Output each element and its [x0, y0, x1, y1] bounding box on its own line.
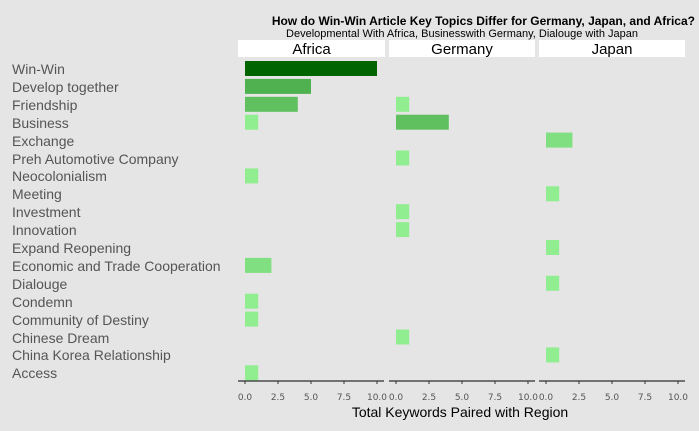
category-label-condemn: Condemn	[12, 293, 73, 310]
bar-africa-economic-and-trade-cooperation	[245, 257, 272, 273]
x-tick-label-africa-5-0: 5.0	[304, 393, 319, 403]
bar-africa-access	[245, 365, 259, 381]
category-label-dialouge: Dialouge	[12, 275, 68, 292]
x-tick-label-germany-0-0: 0.0	[389, 393, 404, 403]
facet-strip-germany: Germany	[389, 40, 535, 58]
x-tick-label-japan-10-0: 10.0	[668, 393, 688, 403]
chart-title: How do Win-Win Article Key Topics Differ…	[271, 14, 695, 28]
bar-germany-business	[396, 114, 449, 130]
bar-africa-win-win	[245, 61, 377, 76]
facet-strip-africa: Africa	[238, 40, 385, 58]
x-tick-label-germany-7-5: 7.5	[488, 393, 502, 403]
facet-strip-japan: Japan	[539, 40, 685, 58]
x-tick-label-japan-0-0: 0.0	[539, 393, 554, 403]
category-label-community-of-destiny: Community of Destiny	[12, 311, 149, 328]
category-label-exchange: Exchange	[12, 132, 75, 149]
category-label-win-win: Win-Win	[12, 61, 65, 77]
bar-africa-business	[245, 114, 259, 130]
bar-japan-china-korea-relationship	[546, 347, 560, 363]
category-label-economic-and-trade-cooperation: Economic and Trade Cooperation	[12, 257, 221, 274]
bar-japan-exchange	[546, 132, 573, 148]
category-label-business: Business	[12, 114, 69, 131]
x-tick-label-germany-10-0: 10.0	[518, 393, 538, 403]
x-tick-label-japan-7-5: 7.5	[638, 393, 652, 403]
x-axis-label: Total Keywords Paired with Region	[351, 404, 569, 420]
bar-germany-innovation	[396, 222, 410, 238]
category-label-investment: Investment	[12, 204, 81, 221]
bar-germany-investment	[396, 204, 410, 220]
bar-japan-meeting	[546, 186, 560, 202]
category-label-develop-together: Develop together	[12, 78, 119, 95]
x-tick-label-germany-5-0: 5.0	[455, 393, 470, 403]
x-tick-label-africa-10-0: 10.0	[367, 393, 387, 403]
chart-subtitle: Developmental With Africa, Businesswith …	[286, 28, 638, 40]
x-tick-label-africa-2-5: 2.5	[271, 393, 285, 403]
category-label-china-korea-relationship: China Korea Relationship	[12, 347, 171, 364]
bar-africa-neocolonialism	[245, 168, 259, 184]
category-label-innovation: Innovation	[12, 222, 77, 239]
x-tick-label-africa-7-5: 7.5	[337, 393, 351, 403]
x-tick-label-germany-2-5: 2.5	[422, 393, 436, 403]
bar-germany-friendship	[396, 96, 410, 112]
bar-africa-community-of-destiny	[245, 311, 259, 327]
bar-germany-preh-automotive-company	[396, 150, 410, 166]
category-label-chinese-dream: Chinese Dream	[12, 329, 110, 346]
bar-japan-dialouge	[546, 275, 560, 291]
category-label-friendship: Friendship	[12, 96, 78, 113]
bar-japan-expand-reopening	[546, 240, 560, 255]
x-tick-label-africa-0-0: 0.0	[238, 393, 253, 403]
category-label-expand-reopening: Expand Reopening	[12, 240, 132, 256]
bar-africa-friendship	[245, 96, 298, 112]
bar-africa-develop-together	[245, 78, 311, 94]
bar-africa-condemn	[245, 293, 259, 309]
category-label-preh-automotive-company: Preh Automotive Company	[12, 150, 179, 167]
x-tick-label-japan-5-0: 5.0	[605, 393, 620, 403]
category-label-neocolonialism: Neocolonialism	[12, 168, 107, 185]
bar-germany-chinese-dream	[396, 329, 410, 345]
category-label-access: Access	[12, 365, 58, 382]
x-tick-label-japan-2-5: 2.5	[572, 393, 586, 403]
category-label-meeting: Meeting	[12, 186, 62, 203]
